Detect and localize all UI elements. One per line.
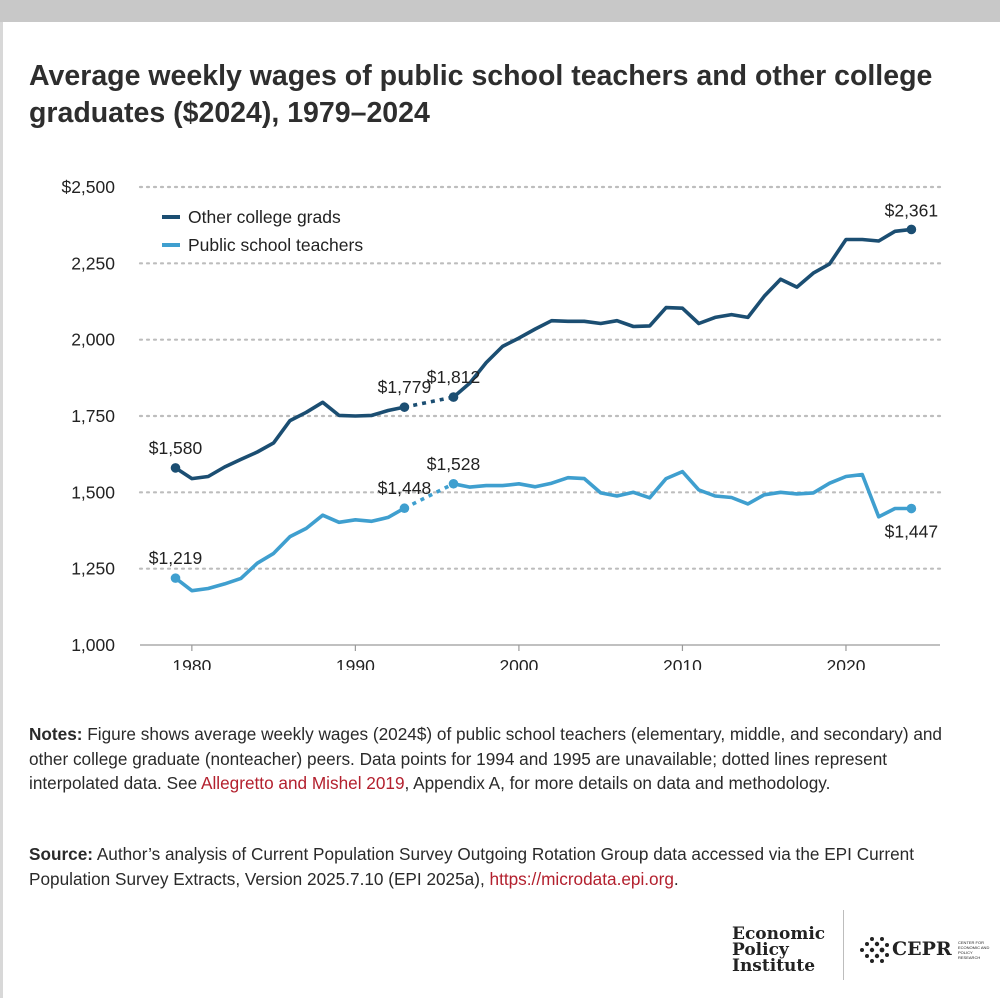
series-interpolated-line [404, 395, 454, 409]
epi-logo-line: Policy [732, 940, 789, 960]
data-point-marker [170, 463, 181, 473]
source-label: Source: [29, 844, 93, 864]
notes-text: Figure shows average weekly wages (2024$… [29, 724, 942, 793]
top-bar [0, 0, 1000, 22]
source-end: . [673, 868, 679, 889]
x-tick-label: 1980 [172, 656, 211, 670]
notes-label: Notes: [29, 724, 83, 744]
data-point-marker [399, 402, 410, 412]
cepr-logo: CEPR CENTER FOR ECONOMIC AND POLICY RESE… [858, 930, 990, 970]
logo-divider [843, 910, 844, 980]
legend-label: Other college grads [188, 207, 341, 227]
data-label: $1,219 [149, 548, 203, 568]
epi-logo: Economic Policy Institute [732, 924, 842, 976]
data-point-marker [170, 573, 181, 583]
y-tick-label: 1,750 [71, 406, 115, 426]
series-line [173, 506, 407, 593]
notes-citation-link[interactable]: Allegretto and Mishel 2019 [201, 773, 405, 793]
epi-logo-line: Institute [732, 956, 816, 976]
y-tick-label: $2,500 [61, 177, 115, 197]
x-tick-label: 2010 [663, 656, 702, 670]
y-tick-label: 1,500 [71, 482, 115, 502]
data-point-marker [448, 478, 459, 489]
cepr-subtitle: CENTER FOR ECONOMIC AND POLICY RESEARCH [958, 940, 990, 960]
chart-title: Average weekly wages of public school te… [29, 60, 933, 129]
x-tick-label: 2020 [827, 656, 866, 670]
x-tick-label: 1990 [336, 656, 375, 670]
notes-text-end: , Appendix A, for more details on data a… [404, 773, 831, 793]
series-interpolated-line [403, 482, 455, 510]
data-point-marker [906, 224, 917, 235]
series-line [451, 469, 914, 519]
x-tick-label: 2000 [499, 656, 538, 670]
source-text: Author’s analysis of Current Population … [29, 844, 915, 889]
data-label: $1,580 [149, 438, 203, 458]
epi-logo-line: Economic [732, 924, 826, 944]
data-point-marker [399, 503, 410, 514]
data-label: $1,812 [427, 367, 481, 387]
data-label: $1,528 [427, 454, 481, 474]
legend-label: Public school teachers [188, 235, 363, 255]
cepr-mark-icon [860, 937, 889, 963]
cepr-wordmark: CEPR [892, 938, 952, 960]
frame-edge [0, 22, 3, 998]
data-label: $1,779 [378, 377, 432, 397]
source: Source: Author’s analysis of Current Pop… [29, 842, 979, 891]
source-url-link[interactable]: https://microdata.epi.org [489, 868, 674, 889]
data-point-marker [906, 503, 917, 514]
series-line [173, 400, 407, 481]
notes: Notes: Figure shows average weekly wages… [29, 722, 969, 796]
series-line [451, 227, 914, 399]
y-tick-label: 2,250 [71, 253, 115, 273]
y-tick-label: 1,000 [71, 635, 115, 655]
data-label: $2,361 [885, 200, 939, 220]
line-chart: 1,000 1,250 1,500 1,750 2,000 2,250 $2,500 1980… [61, 177, 942, 670]
y-tick-label: 1,250 [71, 559, 115, 579]
data-label: $1,447 [885, 522, 939, 542]
data-label: $1,448 [378, 478, 432, 498]
data-point-marker [448, 392, 459, 402]
y-tick-label: 2,000 [71, 330, 115, 350]
